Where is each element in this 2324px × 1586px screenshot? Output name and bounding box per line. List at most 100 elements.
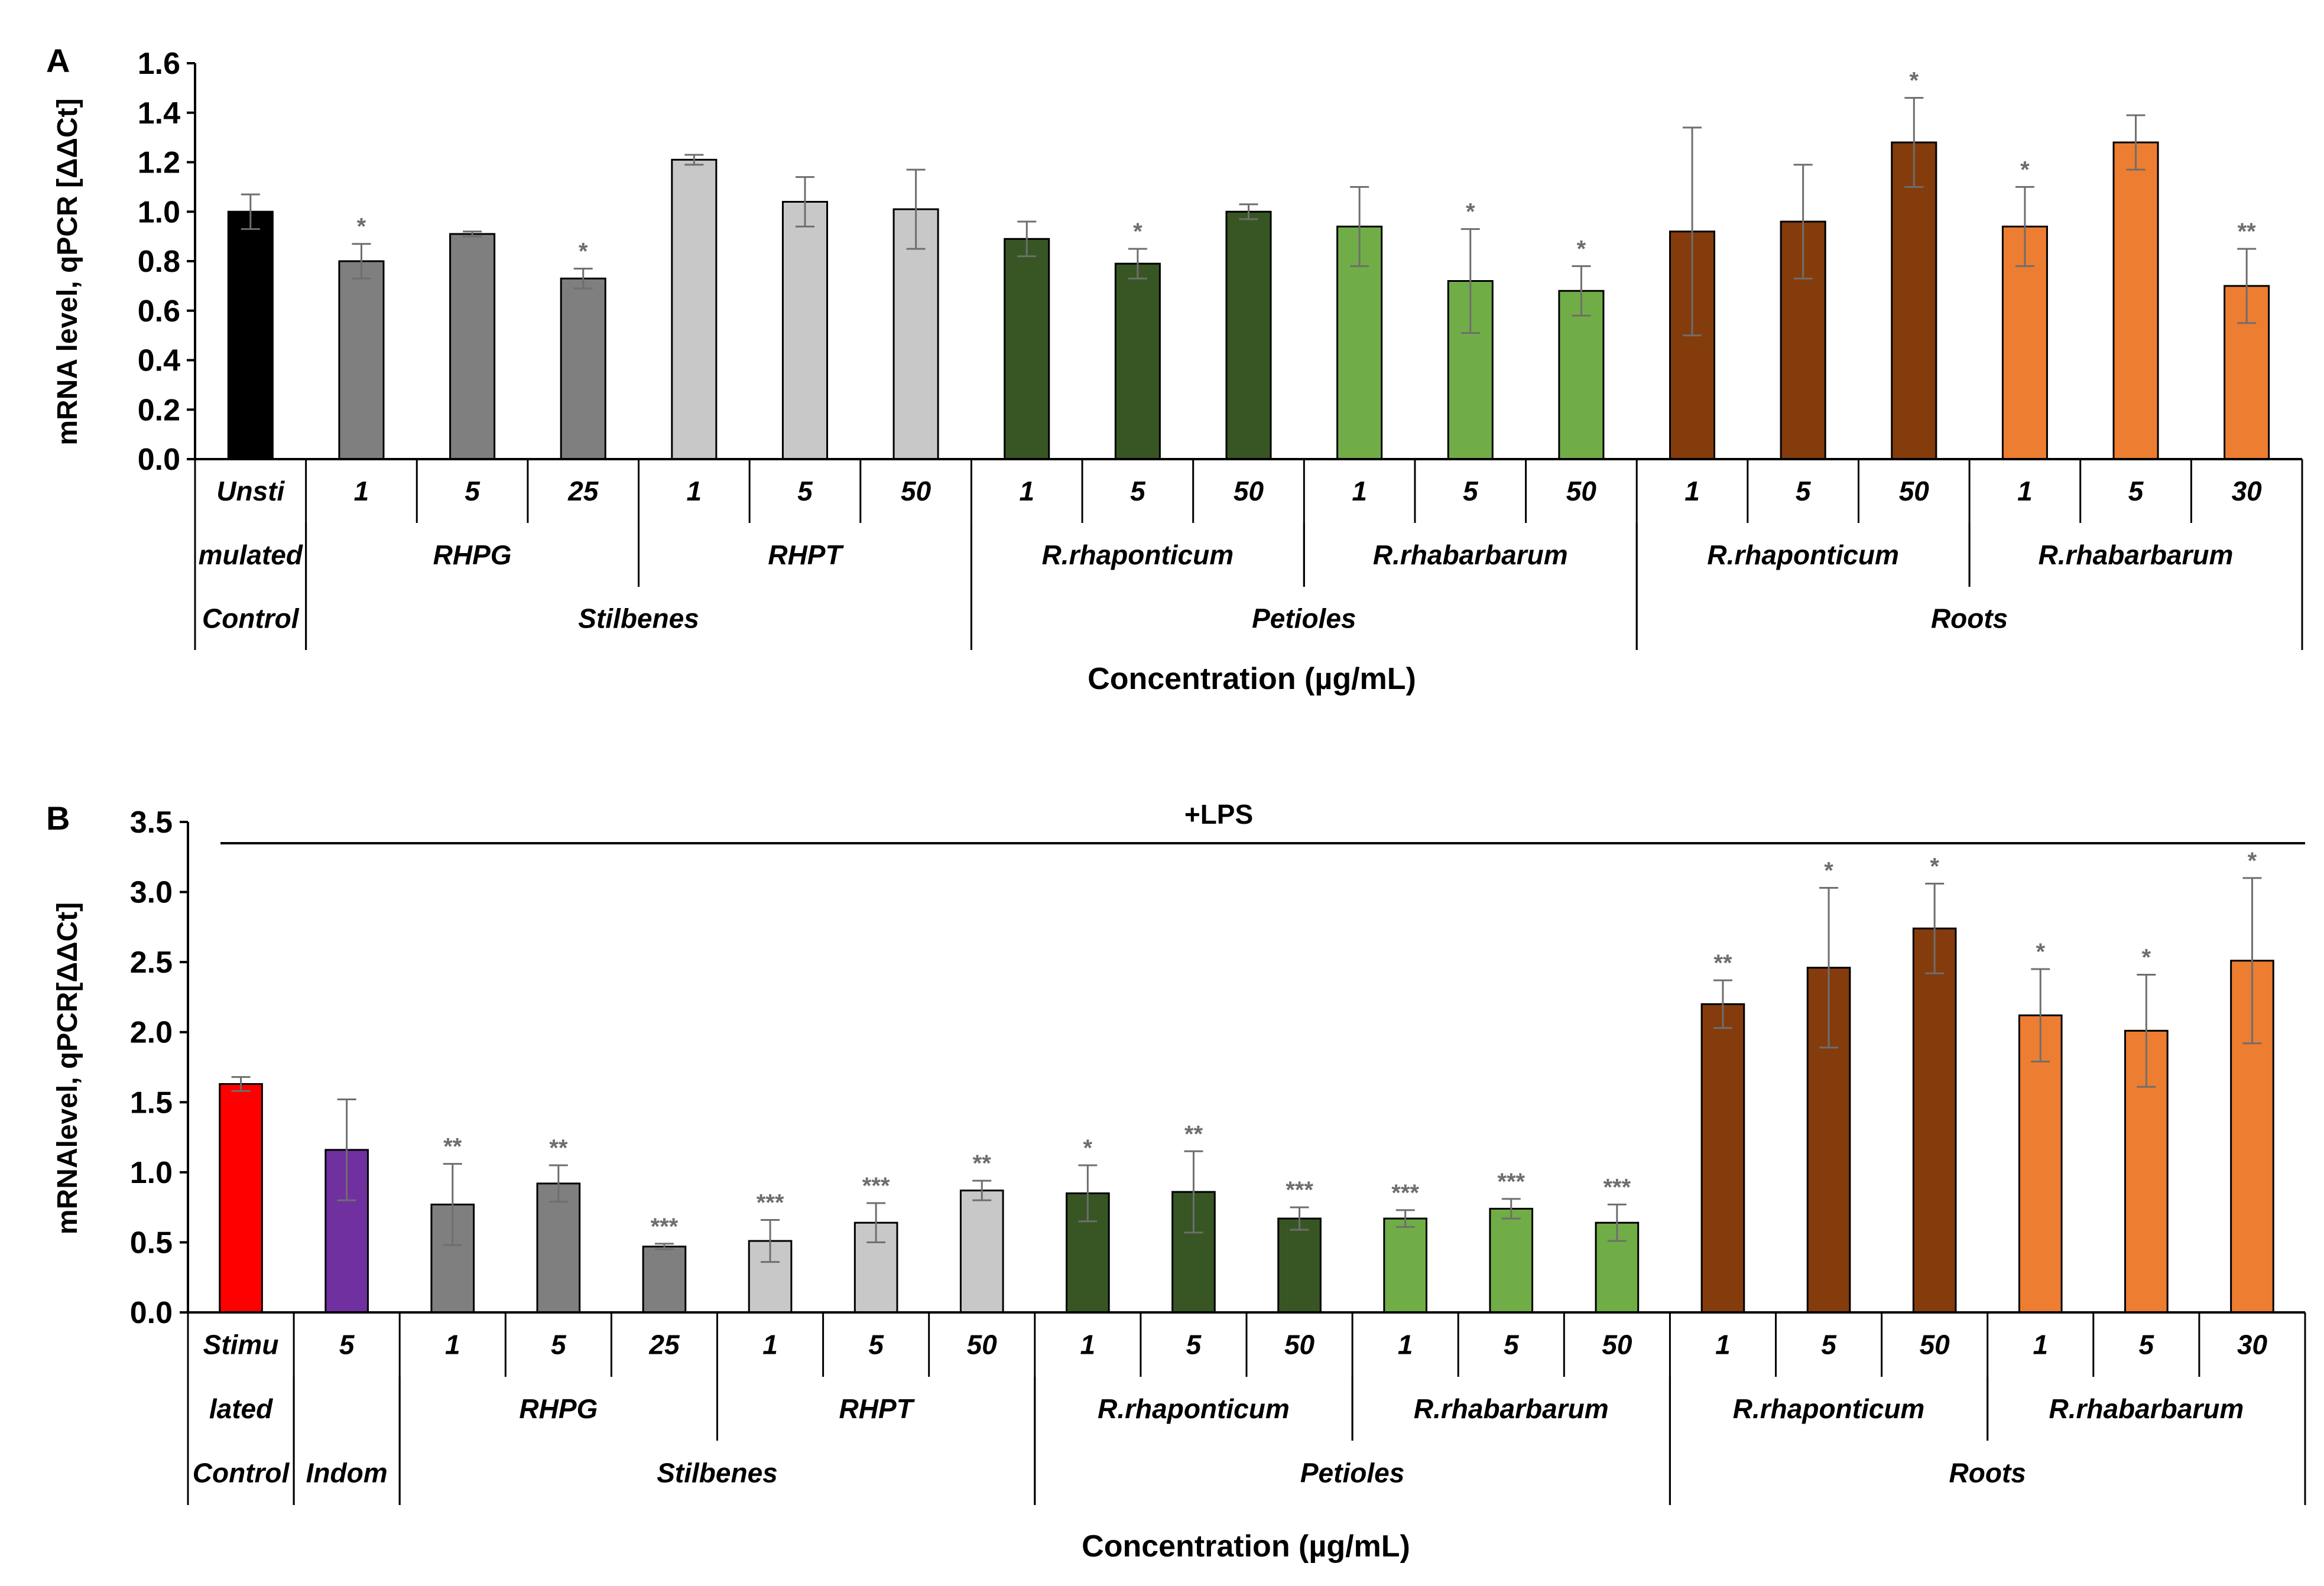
significance-label: * bbox=[1083, 1135, 1093, 1161]
x-tick-label: 5 bbox=[551, 1330, 567, 1360]
bar bbox=[2112, 141, 2159, 460]
x-tick-label: 1 bbox=[2033, 1330, 2048, 1360]
x-tick-label: 50 bbox=[1234, 476, 1264, 506]
y-tick-label: 0.2 bbox=[138, 393, 180, 427]
group-label: R.rhaponticum bbox=[1733, 1393, 1925, 1424]
significance-label: * bbox=[2020, 157, 2030, 183]
significance-label: ** bbox=[973, 1150, 992, 1176]
y-tick-label: 0.0 bbox=[138, 443, 180, 477]
x-tick-label: 50 bbox=[901, 476, 931, 506]
y-tick-label: 1.5 bbox=[130, 1086, 173, 1120]
bar bbox=[1489, 1208, 1534, 1314]
group-label: R.rhabarbarum bbox=[1414, 1393, 1609, 1424]
bar bbox=[959, 1190, 1004, 1314]
y-tick-label: 1.6 bbox=[138, 47, 180, 81]
x-tick-label: 1 bbox=[1684, 476, 1700, 506]
group-label: R.rhaponticum bbox=[1098, 1393, 1290, 1424]
panel-b-xlabel: Concentration (µg/mL) bbox=[1082, 1529, 1410, 1564]
bar bbox=[1225, 210, 1272, 460]
group-label: R.rhaponticum bbox=[1707, 540, 1899, 570]
x-tick-label: 1 bbox=[2017, 476, 2033, 506]
bar bbox=[536, 1182, 581, 1314]
significance-label: *** bbox=[651, 1214, 679, 1240]
bar bbox=[1277, 1217, 1322, 1314]
group-label: Stilbenes bbox=[657, 1458, 778, 1488]
significance-label: ** bbox=[549, 1135, 568, 1161]
significance-label: * bbox=[1910, 68, 1919, 94]
y-tick-label: 0.8 bbox=[138, 245, 180, 279]
significance-label: * bbox=[2248, 848, 2257, 874]
panel-a-xlabel: Concentration (µg/mL) bbox=[1088, 662, 1416, 696]
x-tick-label: 5 bbox=[2139, 1330, 2155, 1360]
bar bbox=[219, 1083, 263, 1314]
x-tick-label: 5 bbox=[1821, 1330, 1837, 1360]
significance-label: *** bbox=[757, 1190, 784, 1216]
significance-label: * bbox=[579, 239, 588, 265]
y-tick-label: 1.4 bbox=[138, 96, 180, 131]
bar bbox=[227, 210, 274, 460]
significance-label: * bbox=[357, 214, 366, 240]
x-tick-label: 1 bbox=[1352, 476, 1367, 506]
x-tick-label: 1 bbox=[445, 1330, 460, 1360]
group-label: RHPT bbox=[768, 540, 844, 570]
group-label: R.rhabarbarum bbox=[1373, 540, 1568, 570]
y-tick-label: 2.5 bbox=[130, 945, 173, 980]
y-tick-label: 3.0 bbox=[130, 876, 173, 910]
bar bbox=[449, 233, 496, 460]
group-label: Control bbox=[193, 1458, 290, 1488]
y-tick-label: 1.2 bbox=[138, 146, 180, 180]
panel-a-plot: 0.00.20.40.60.81.01.21.41.6*********Unst… bbox=[138, 47, 2303, 650]
panel-b-letter: B bbox=[46, 800, 70, 837]
x-tick-label: 5 bbox=[1130, 476, 1146, 506]
significance-label: * bbox=[1466, 199, 1475, 225]
significance-label: ** bbox=[443, 1134, 462, 1160]
bar bbox=[338, 260, 385, 460]
x-tick-label: 5 bbox=[1796, 476, 1812, 506]
x-tick-label: 50 bbox=[1920, 1330, 1950, 1360]
x-tick-label: 25 bbox=[648, 1330, 680, 1360]
x-tick-label: 5 bbox=[797, 476, 813, 506]
group-label: Indom bbox=[306, 1458, 388, 1488]
significance-label: * bbox=[1577, 236, 1586, 262]
x-tick-label: Unsti bbox=[216, 476, 285, 506]
group-label: RHPT bbox=[839, 1393, 916, 1424]
panel-a-letter: A bbox=[46, 42, 70, 79]
x-tick-label: 1 bbox=[1019, 476, 1034, 506]
significance-label: * bbox=[1930, 853, 1939, 879]
x-tick-label: 5 bbox=[1186, 1330, 1202, 1360]
x-tick-label: 30 bbox=[2232, 476, 2263, 506]
bar bbox=[2018, 1014, 2063, 1314]
bar bbox=[1891, 141, 1937, 460]
group-label: Petioles bbox=[1300, 1458, 1404, 1488]
x-tick-label: 50 bbox=[1899, 476, 1930, 506]
x-tick-label: 5 bbox=[1463, 476, 1479, 506]
y-tick-label: 3.5 bbox=[130, 805, 173, 840]
x-tick-label: 1 bbox=[354, 476, 369, 506]
group-label: lated bbox=[209, 1393, 273, 1424]
bar bbox=[781, 201, 829, 460]
group-label: Petioles bbox=[1252, 603, 1356, 634]
panel-b-plot: 0.00.51.01.52.02.53.03.5** **************… bbox=[130, 805, 2306, 1505]
group-label: RHPG bbox=[519, 1393, 598, 1424]
bar bbox=[1004, 238, 1050, 460]
group-label: RHPG bbox=[433, 540, 512, 570]
panel-a-ylabel: mRNA level, qPCR [ΔΔCt] bbox=[52, 98, 83, 445]
significance-label: *** bbox=[1497, 1169, 1525, 1195]
significance-label: *** bbox=[1286, 1177, 1313, 1203]
significance-label: ** bbox=[2238, 219, 2257, 245]
group-label: Stilbenes bbox=[578, 603, 699, 634]
y-tick-label: 2.0 bbox=[130, 1016, 173, 1050]
significance-label: ** bbox=[1184, 1121, 1203, 1147]
x-tick-label: 1 bbox=[1398, 1330, 1413, 1360]
bar bbox=[1114, 262, 1161, 460]
significance-label: *** bbox=[862, 1173, 890, 1199]
x-tick-label: 50 bbox=[1566, 476, 1597, 506]
x-tick-label: 25 bbox=[567, 476, 599, 506]
y-tick-label: 0.5 bbox=[130, 1226, 173, 1260]
y-tick-label: 0.4 bbox=[138, 344, 180, 378]
x-tick-label: Stimu bbox=[203, 1330, 279, 1360]
x-tick-label: 5 bbox=[2128, 476, 2144, 506]
group-label: Control bbox=[202, 603, 300, 634]
significance-label: * bbox=[2036, 939, 2045, 965]
